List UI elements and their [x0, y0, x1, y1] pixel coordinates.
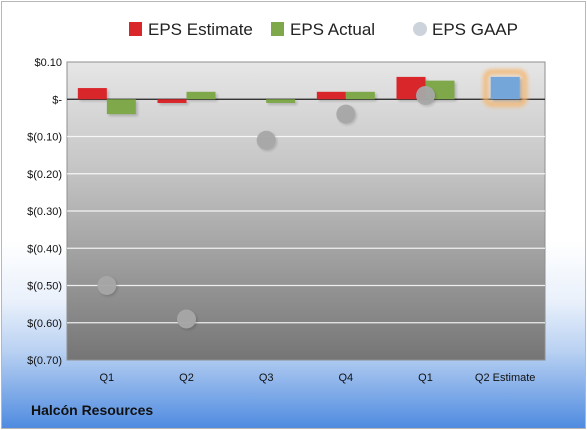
eps-estimate-bar [316, 91, 346, 100]
legend-marker [271, 22, 284, 36]
legend-label: EPS Actual [290, 20, 375, 39]
eps-estimate-bar [77, 88, 107, 100]
y-tick-label: $(0.40) [27, 243, 62, 255]
x-tick-label: Q2 Estimate [475, 372, 536, 384]
x-tick-label: Q2 [179, 372, 194, 384]
y-tick-label: $(0.60) [27, 318, 62, 330]
y-tick-label: $(0.50) [27, 281, 62, 293]
x-tick-label: Q1 [418, 372, 433, 384]
y-tick-label: $(0.20) [27, 169, 62, 181]
y-tick-label: $(0.70) [27, 355, 62, 367]
eps-gaap-point [177, 309, 196, 329]
eps-actual-bar-shadow [268, 101, 298, 105]
eps-actual-bar [106, 99, 136, 115]
eps-estimate-bar [490, 76, 520, 100]
y-tick-label: $- [52, 94, 62, 106]
x-tick-label: Q4 [338, 372, 353, 384]
eps-gaap-point [256, 130, 276, 150]
eps-actual-bar [266, 99, 296, 103]
y-tick-label: $0.10 [34, 57, 62, 69]
eps-estimate-bar [157, 99, 187, 103]
eps-gaap-point [336, 104, 356, 124]
legend-label: EPS GAAP [432, 20, 518, 39]
company-label: Halcón Resources [31, 402, 154, 418]
legend-gaap-marker [413, 22, 427, 36]
eps-gaap-point [97, 276, 117, 295]
eps-actual-bar [345, 91, 375, 100]
legend-label: EPS Estimate [148, 20, 253, 39]
y-tick-label: $(0.30) [27, 206, 62, 218]
legend-marker [129, 22, 142, 36]
eps-gaap-point [416, 86, 435, 106]
y-tick-label: $(0.10) [27, 132, 62, 144]
estimate-highlight [483, 69, 528, 107]
x-tick-label: Q3 [259, 372, 274, 384]
eps-estimate-bar-shadow [159, 101, 189, 105]
x-tick-label: Q1 [99, 372, 114, 384]
eps-actual-bar [186, 91, 216, 100]
